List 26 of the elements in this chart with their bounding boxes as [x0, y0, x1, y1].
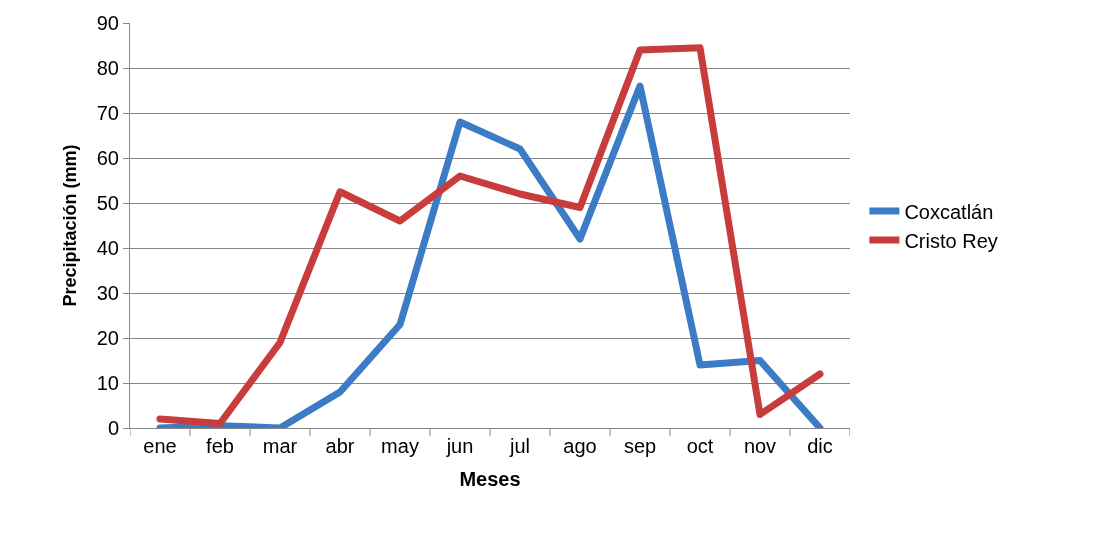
y-tick-label: 50: [96, 192, 119, 214]
x-tick-label: ago: [563, 435, 597, 457]
y-tick-label: 30: [96, 282, 119, 304]
y-tick-label: 60: [96, 147, 119, 169]
y-tick-label: 20: [96, 327, 119, 349]
y-tick-label: 10: [96, 372, 119, 394]
legend-label: Coxcatlán: [904, 200, 994, 223]
y-tick-label: 0: [107, 417, 119, 439]
y-axis-title: Precipitación (mm): [59, 144, 80, 307]
x-tick-label: sep: [623, 435, 657, 457]
y-tick-label: 40: [96, 237, 119, 259]
x-tick-label: feb: [206, 435, 234, 457]
x-axis-title: Meses: [459, 467, 521, 490]
x-tick-label: may: [381, 435, 419, 457]
x-tick-label: oct: [686, 435, 714, 457]
legend-label: Cristo Rey: [904, 229, 998, 252]
y-tick-label: 80: [96, 57, 119, 79]
x-tick-label: nov: [743, 435, 777, 457]
y-tick-label: 70: [96, 102, 119, 124]
x-tick-label: jun: [445, 435, 474, 457]
x-tick-label: abr: [325, 435, 355, 457]
x-tick-label: mar: [262, 435, 298, 457]
x-tick-label: ene: [143, 435, 177, 457]
x-tick-label: dic: [807, 435, 833, 457]
x-tick-label: jul: [508, 435, 531, 457]
y-tick-label: 90: [96, 12, 119, 34]
